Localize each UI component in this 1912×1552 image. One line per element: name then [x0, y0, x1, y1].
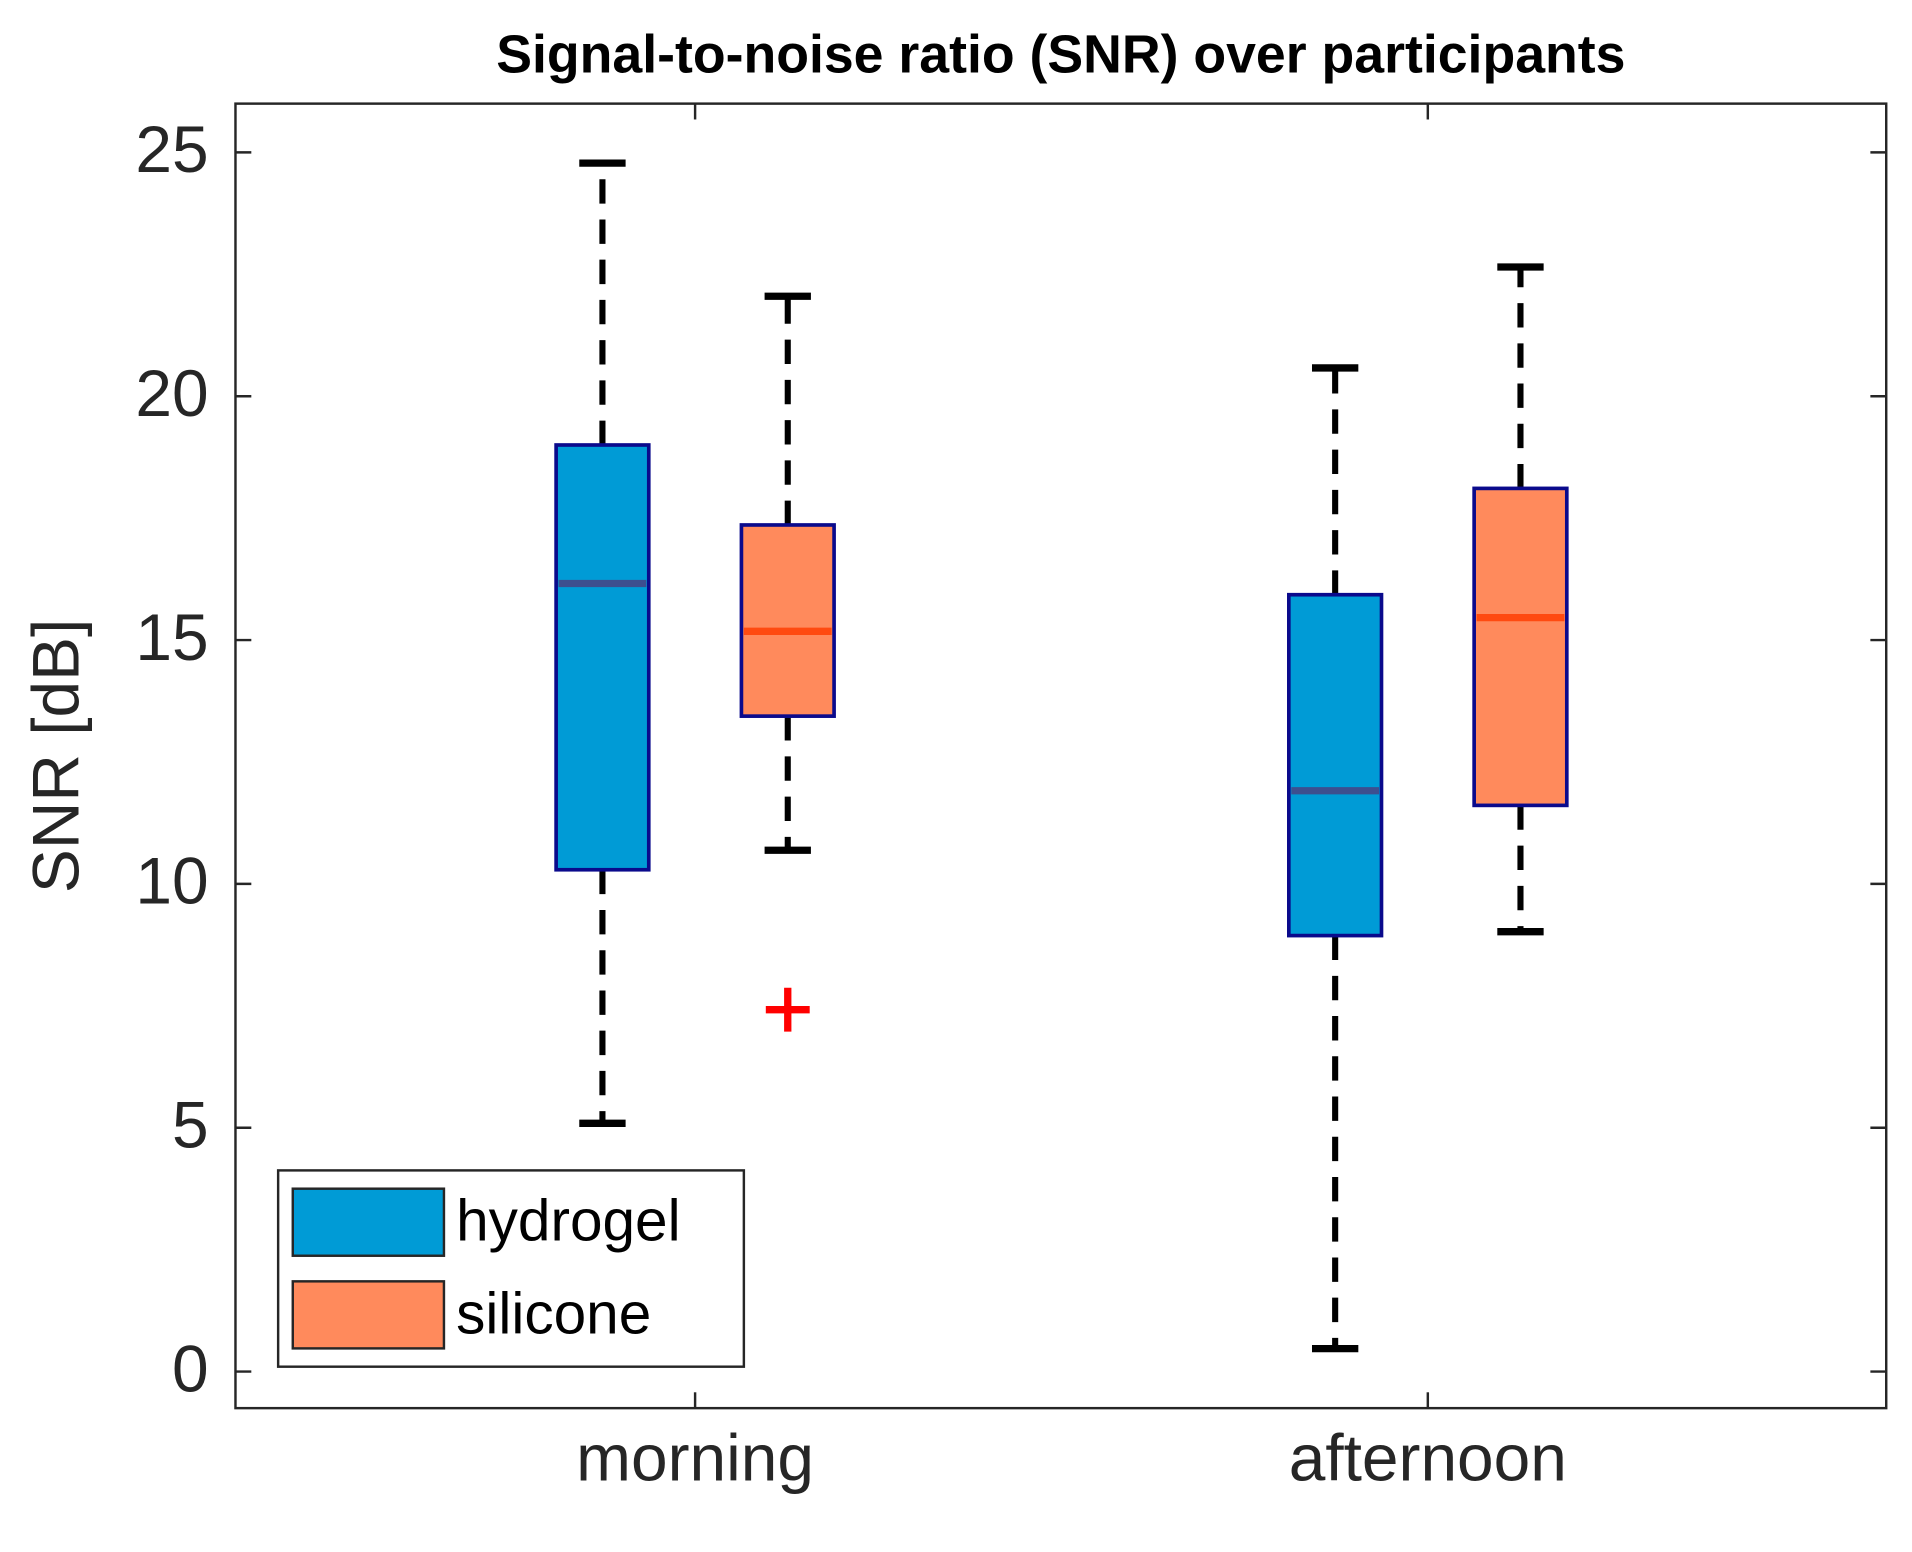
x-tick-label: afternoon — [1289, 1420, 1567, 1494]
legend-label: silicone — [456, 1281, 651, 1346]
x-tick-label: morning — [576, 1420, 814, 1494]
y-tick-label: 15 — [135, 600, 208, 674]
y-tick-label: 20 — [135, 356, 208, 430]
chart-title: Signal-to-noise ratio (SNR) over partici… — [496, 25, 1625, 85]
y-tick-label: 10 — [135, 844, 208, 918]
box — [1287, 592, 1384, 938]
box — [1472, 486, 1569, 808]
plot-frame — [234, 102, 1888, 1410]
box — [554, 443, 651, 872]
legend-swatch — [291, 1280, 446, 1350]
box — [739, 523, 836, 718]
y-tick-label: 5 — [172, 1088, 209, 1162]
y-tick-label: 0 — [172, 1331, 209, 1405]
y-tick-label: 25 — [135, 112, 208, 186]
legend-label: hydrogel — [456, 1189, 680, 1254]
legend-swatch — [291, 1187, 446, 1257]
y-axis-label: SNR [dB] — [19, 619, 93, 893]
outlier — [765, 987, 810, 1032]
